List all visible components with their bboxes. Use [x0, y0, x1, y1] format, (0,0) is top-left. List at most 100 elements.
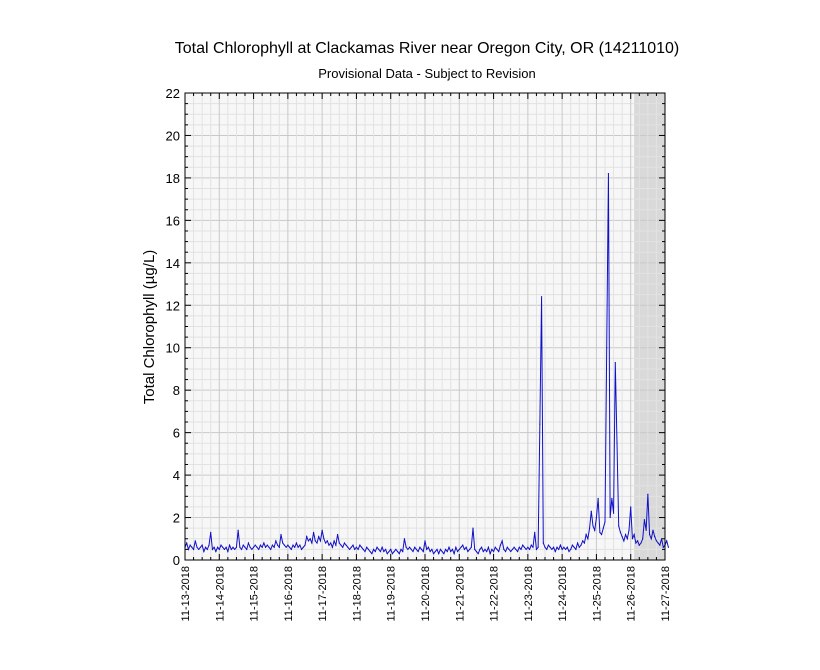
data-point [276, 544, 279, 546]
y-tick-label: 16 [166, 213, 180, 228]
data-point [403, 538, 406, 540]
data-point [438, 553, 440, 555]
y-axis-label: Total Chlorophyll (µg/L) [141, 250, 158, 405]
data-point [396, 550, 399, 553]
data-point [343, 542, 346, 544]
data-point [323, 538, 325, 540]
data-point [225, 546, 227, 548]
x-tick-label: 11-22-2018 [489, 566, 501, 621]
data-point [623, 540, 625, 542]
data-point [295, 542, 298, 544]
data-point [465, 546, 467, 548]
data-point [582, 540, 584, 542]
data-point [528, 548, 531, 550]
x-tick-labels: 11-13-2018 11-14-2018 11-15-2018 11-16-2018… [180, 566, 672, 621]
data-point [624, 533, 627, 536]
data-point [400, 548, 402, 550]
data-point [196, 546, 198, 548]
data-point [611, 497, 613, 500]
data-point [288, 546, 291, 548]
data-point [230, 548, 232, 550]
data-point [299, 544, 301, 546]
data-point [335, 544, 337, 546]
data-point [487, 546, 490, 548]
data-point [486, 550, 488, 553]
data-point [616, 442, 618, 444]
data-point [275, 540, 277, 542]
data-point [326, 540, 328, 542]
data-point [511, 548, 514, 550]
data-point [450, 550, 452, 553]
data-point [520, 548, 522, 550]
data-point [292, 544, 294, 546]
data-point [463, 548, 466, 550]
data-point [297, 546, 299, 548]
y-tick-label: 10 [166, 341, 180, 356]
data-point [391, 553, 394, 555]
data-point [271, 544, 274, 546]
data-point [554, 550, 556, 553]
data-point [282, 542, 284, 544]
data-point [408, 546, 411, 548]
data-point [216, 546, 219, 548]
data-point [578, 546, 580, 548]
data-point [655, 540, 658, 542]
data-point [223, 548, 226, 550]
data-point [504, 550, 507, 553]
data-point [575, 548, 577, 550]
data-point [606, 347, 608, 349]
data-point [558, 548, 560, 550]
data-point [654, 536, 656, 538]
data-point [508, 548, 510, 550]
chart-title: Total Chlorophyll at Clackamas River nea… [175, 40, 680, 57]
data-point [386, 553, 388, 555]
data-point [534, 531, 536, 534]
data-point [516, 550, 519, 553]
data-point [227, 550, 229, 553]
data-point [434, 550, 436, 553]
data-point [357, 548, 359, 550]
data-point [213, 546, 215, 548]
data-point [530, 544, 532, 546]
data-point [559, 544, 562, 546]
data-point [496, 548, 498, 550]
data-point [234, 548, 236, 550]
data-point [384, 548, 387, 550]
data-point [480, 546, 483, 548]
data-point [187, 548, 190, 550]
data-point [417, 550, 419, 553]
x-tick-label: 11-20-2018 [420, 566, 432, 621]
data-point [364, 550, 366, 553]
data-point [290, 548, 292, 550]
data-point [191, 546, 193, 548]
data-point [259, 544, 262, 546]
data-point [456, 550, 459, 553]
data-point [547, 544, 550, 546]
x-tick-label: 11-13-2018 [180, 566, 192, 621]
data-point [424, 540, 426, 542]
data-point [619, 531, 622, 534]
data-point [318, 536, 320, 538]
data-point [602, 527, 604, 529]
data-point [535, 548, 538, 550]
data-point [551, 548, 553, 550]
data-point [662, 546, 664, 548]
data-point [264, 546, 267, 548]
data-point [540, 296, 543, 298]
data-point [239, 546, 241, 548]
data-point [307, 540, 310, 542]
data-point [510, 550, 512, 553]
data-point [570, 548, 572, 550]
data-point [263, 542, 265, 544]
data-point [479, 548, 481, 550]
data-point [266, 544, 268, 546]
data-point [580, 544, 582, 546]
data-point [595, 516, 598, 519]
y-tick-labels: 0 2 4 6 8 10 12 14 16 18 20 22 [166, 86, 180, 568]
data-point [355, 546, 358, 548]
data-point [645, 529, 647, 531]
data-point [419, 546, 421, 548]
data-point [523, 546, 526, 548]
data-point [321, 529, 323, 531]
data-point [489, 553, 491, 555]
